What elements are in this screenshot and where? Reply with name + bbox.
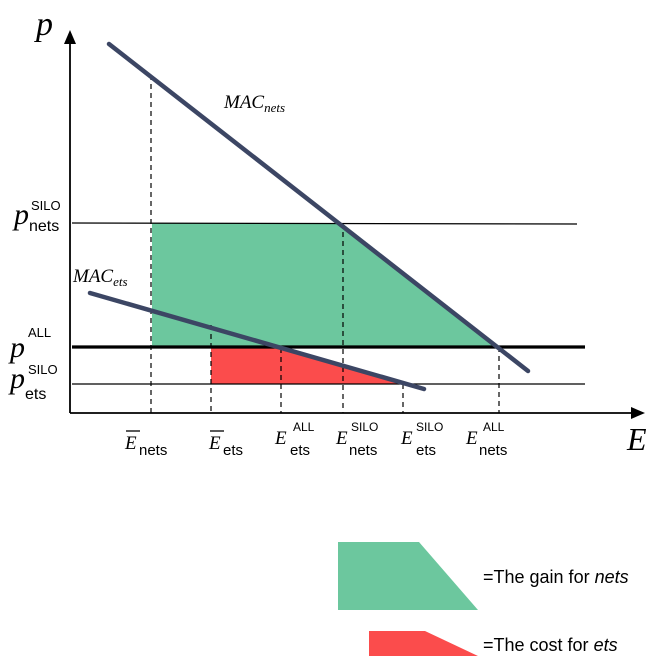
legend-cost-prefix: =The cost for [483, 635, 594, 655]
e-nets-all-base: E [465, 428, 478, 449]
p-nets-silo-sup: SILO [31, 198, 61, 213]
legend-gain-em: nets [595, 567, 629, 587]
ebar-nets-sub: nets [139, 442, 167, 459]
legend-gain-swatch [338, 542, 478, 610]
mac-ets-label-base: MAC [72, 266, 113, 287]
p-nets-silo-line [71, 222, 578, 225]
x-axis-arrow [631, 407, 645, 419]
e-nets-silo-base: E [335, 428, 348, 449]
p-nets-silo-base: p [12, 198, 29, 231]
mac-nets-label-base: MAC [223, 92, 264, 113]
mac-ets-label: MACets [72, 266, 128, 289]
e-nets-all-label: E ALL nets [465, 420, 507, 459]
legend-gain-text: =The gain for nets [483, 567, 629, 587]
mac-nets-label: MACnets [223, 92, 285, 115]
y-axis-arrow [64, 30, 76, 44]
e-ets-all-label: E ALL ets [274, 420, 315, 459]
p-ets-silo-label: p SILO ets [8, 362, 58, 403]
mac-nets-label-sub: nets [264, 100, 285, 115]
e-nets-silo-sub: nets [349, 442, 377, 459]
e-nets-silo-label: E SILO nets [335, 420, 378, 459]
e-ets-all-sub: ets [290, 442, 310, 459]
mac-ets-curve [87, 290, 427, 392]
p-ets-silo-sub: ets [25, 386, 46, 403]
gain-area-nets [152, 223, 498, 346]
legend-cost-swatch [369, 631, 478, 656]
legend: =The gain for nets =The cost for ets [338, 542, 629, 656]
cost-area-ets [211, 348, 402, 384]
p-nets-silo-label: p SILO nets [12, 198, 61, 235]
e-nets-all-sup: ALL [483, 420, 505, 434]
mac-ets-label-sub: ets [113, 274, 127, 289]
e-nets-all-sub: nets [479, 442, 507, 459]
ebar-nets-base: E [124, 433, 137, 454]
p-nets-silo-sub: nets [29, 218, 59, 235]
e-ets-all-base: E [274, 428, 287, 449]
p-ets-silo-sup: SILO [28, 362, 58, 377]
mac-nets-curve [106, 41, 531, 374]
e-nets-silo-sup: SILO [351, 420, 378, 434]
y-axis-label: p [34, 6, 53, 43]
legend-gain-prefix: =The gain for [483, 567, 595, 587]
ebar-ets-label: E ets [208, 430, 243, 459]
ebar-ets-base: E [208, 433, 221, 454]
e-ets-all-sup: ALL [293, 420, 315, 434]
ebar-nets-label: E nets [124, 430, 167, 459]
p-all-sup: ALL [28, 325, 51, 340]
ebar-ets-sub: ets [223, 442, 243, 459]
p-all-base: p [8, 331, 25, 364]
x-axis-label: E [626, 421, 647, 457]
p-ets-silo-base: p [8, 362, 25, 395]
legend-cost-em: ets [594, 635, 618, 655]
legend-cost-text: =The cost for ets [483, 635, 618, 655]
e-ets-silo-sup: SILO [416, 420, 443, 434]
e-ets-silo-sub: ets [416, 442, 436, 459]
p-all-label: p ALL [8, 325, 51, 364]
e-ets-silo-label: E SILO ets [400, 420, 443, 459]
dashed-guides [150, 75, 500, 413]
e-ets-silo-base: E [400, 428, 413, 449]
